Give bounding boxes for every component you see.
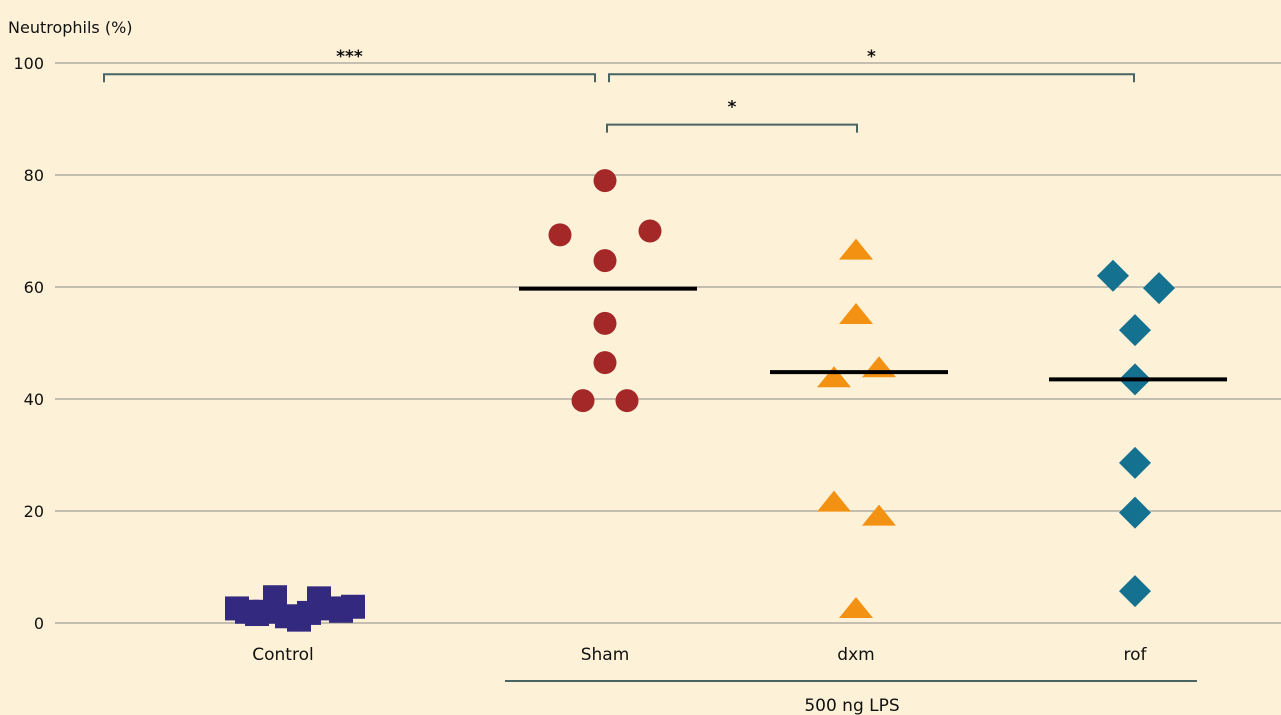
point-dxm-3 bbox=[817, 366, 851, 388]
x-tick-label-control: Control bbox=[252, 645, 313, 665]
group-label: 500 ng LPS bbox=[804, 696, 899, 715]
x-tick-label-sham: Sham bbox=[581, 645, 630, 665]
point-sham-8 bbox=[615, 389, 639, 413]
y-tick-label-80: 80 bbox=[24, 166, 44, 185]
point-sham-1 bbox=[593, 169, 617, 193]
median-lines bbox=[519, 286, 1227, 382]
grid-lines bbox=[55, 62, 1281, 624]
point-rof-7 bbox=[1119, 575, 1151, 608]
point-rof-6 bbox=[1119, 496, 1151, 529]
point-rof-3 bbox=[1119, 314, 1151, 347]
y-axis-label: Neutrophils (%) bbox=[8, 18, 133, 37]
point-dxm-2 bbox=[839, 303, 873, 324]
point-dxm-6 bbox=[862, 504, 896, 526]
point-sham-3 bbox=[638, 219, 662, 243]
y-tick-label-20: 20 bbox=[24, 502, 44, 521]
bracket-label-sham-dxm: * bbox=[728, 98, 737, 118]
point-control-12 bbox=[341, 594, 365, 619]
point-rof-5 bbox=[1119, 446, 1151, 479]
significance-brackets: *** ** bbox=[103, 47, 1135, 133]
point-sham-2 bbox=[548, 223, 572, 247]
y-tick-label-100: 100 bbox=[13, 54, 44, 73]
y-tick-label-0: 0 bbox=[34, 614, 44, 633]
point-sham-7 bbox=[571, 389, 595, 413]
bracket-control-sham bbox=[103, 73, 596, 83]
point-dxm-5 bbox=[817, 490, 851, 512]
point-rof-2 bbox=[1143, 272, 1175, 305]
point-dxm-1 bbox=[839, 238, 873, 260]
x-tick-label-rof: rof bbox=[1123, 645, 1147, 665]
point-rof-1 bbox=[1097, 259, 1129, 292]
x-tick-label-dxm: dxm bbox=[837, 645, 874, 665]
x-tick-labels: Control Sham dxm rof bbox=[252, 645, 1147, 665]
point-dxm-7 bbox=[839, 597, 873, 618]
bracket-sham-dxm bbox=[606, 123, 858, 133]
y-tick-label-40: 40 bbox=[24, 390, 44, 409]
bracket-label-sham-rof: * bbox=[867, 47, 876, 67]
point-sham-6 bbox=[593, 351, 617, 375]
y-tick-labels: 0 20 40 60 80 100 bbox=[13, 54, 44, 633]
point-sham-5 bbox=[593, 311, 617, 335]
bracket-sham-rof bbox=[608, 73, 1135, 83]
y-tick-label-60: 60 bbox=[24, 278, 44, 297]
bracket-label-control-sham: *** bbox=[336, 47, 363, 67]
data-points bbox=[225, 169, 1175, 632]
point-sham-4 bbox=[593, 249, 617, 273]
